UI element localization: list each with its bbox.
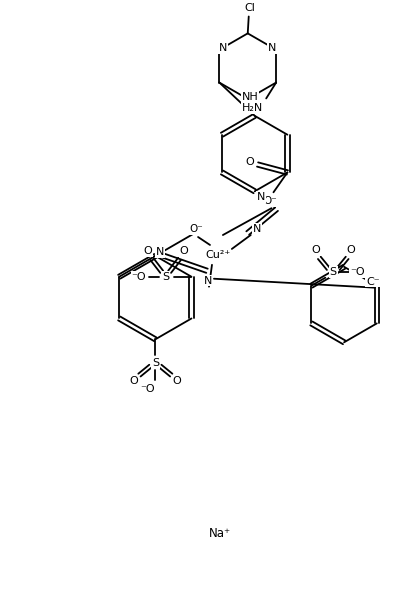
Text: S: S xyxy=(162,272,169,282)
Text: O: O xyxy=(245,157,254,167)
Text: N: N xyxy=(156,247,165,257)
Text: Cl: Cl xyxy=(244,2,255,13)
Text: ⁻O: ⁻O xyxy=(140,384,155,394)
Text: N: N xyxy=(204,276,212,286)
Text: N: N xyxy=(219,43,228,53)
Text: O: O xyxy=(143,246,152,256)
Text: N: N xyxy=(252,224,261,234)
Text: C⁻: C⁻ xyxy=(366,277,379,287)
Text: ⁻O: ⁻O xyxy=(131,272,146,282)
Text: Na⁺: Na⁺ xyxy=(209,527,231,539)
Text: Cu²⁺: Cu²⁺ xyxy=(205,250,231,260)
Text: N: N xyxy=(246,97,254,107)
Text: O: O xyxy=(179,246,188,256)
Text: O⁻: O⁻ xyxy=(264,196,277,206)
Text: O: O xyxy=(347,245,356,255)
Text: N: N xyxy=(268,43,276,53)
Text: H₂N: H₂N xyxy=(242,104,263,113)
Text: O⁻: O⁻ xyxy=(189,224,203,234)
Text: O: O xyxy=(129,376,138,386)
Text: S: S xyxy=(330,267,337,277)
Text: N: N xyxy=(256,192,265,202)
Text: O: O xyxy=(173,376,181,386)
Text: O: O xyxy=(311,245,320,255)
Text: ⁻O: ⁻O xyxy=(350,267,364,277)
Text: NH: NH xyxy=(241,92,258,102)
Text: S: S xyxy=(152,358,159,368)
